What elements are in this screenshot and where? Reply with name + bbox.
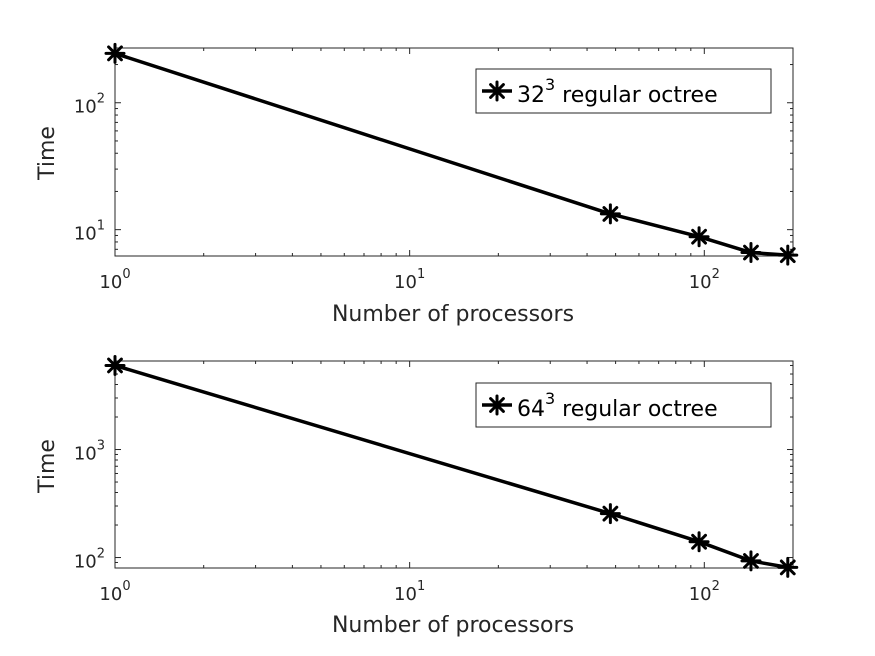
- top-data-point: [688, 226, 710, 248]
- bottom-legend: 643 regular octree: [475, 382, 772, 428]
- bottom-x-tick-label: 102: [689, 579, 720, 605]
- top-legend-sup: 3: [545, 75, 555, 94]
- bottom-major-ticks: [114, 361, 793, 568]
- bottom-y-tick-label: 102: [74, 547, 105, 573]
- bottom-x-tick-exp: 0: [122, 579, 130, 594]
- top-data-point-stroke: [602, 206, 619, 222]
- top-data-point: [599, 203, 621, 225]
- bottom-y-tick-exp: 3: [97, 439, 105, 454]
- top-y-tick-label: 102: [74, 92, 105, 118]
- top-minor-ticks: [115, 48, 793, 256]
- bottom-legend-label: 643 regular octree: [517, 389, 718, 422]
- bottom-x-tick-exp: 1: [417, 579, 425, 594]
- top-y-tick-exp: 1: [97, 219, 105, 234]
- top-series-layer: [104, 42, 799, 266]
- top-data-point: [740, 242, 762, 264]
- top-x-tick-base: 10: [689, 272, 712, 293]
- bottom-data-point-stroke: [107, 357, 123, 374]
- top-x-axis-label: Number of processors: [332, 302, 574, 327]
- bottom-x-tick-base: 10: [689, 584, 712, 605]
- bottom-legend-asterisk-stroke: [489, 397, 505, 413]
- top-x-tick-label: 102: [689, 267, 720, 293]
- top-data-point-stroke: [779, 247, 796, 264]
- bottom-data-point-stroke: [743, 553, 759, 569]
- bottom-y-tick-label: 103: [74, 439, 105, 465]
- bottom-x-axis-label: Number of processors: [332, 613, 574, 638]
- top-y-tick-base: 10: [74, 224, 97, 245]
- bottom-x-tick-base: 10: [99, 584, 122, 605]
- bottom-data-point: [777, 556, 799, 578]
- top-y-tick-label: 101: [74, 219, 105, 245]
- top-x-tick-base: 10: [394, 272, 417, 293]
- bottom-y-axis-label: Time: [35, 439, 60, 494]
- bottom-x-tick-labels: 100 101 102: [99, 579, 719, 605]
- bottom-x-tick-label: 100: [99, 579, 130, 605]
- top-data-point: [777, 244, 799, 266]
- bottom-y-tick-base: 10: [74, 552, 97, 573]
- bottom-legend-box: [475, 382, 772, 428]
- top-x-tick-label: 100: [99, 267, 130, 293]
- top-y-tick-base: 10: [74, 97, 97, 118]
- bottom-minor-ticks: [115, 361, 793, 568]
- bottom-legend-asterisk: [486, 394, 508, 416]
- bottom-data-point: [104, 354, 126, 376]
- bottom-x-tick-base: 10: [394, 584, 417, 605]
- bottom-data-point: [740, 550, 762, 572]
- top-legend-asterisk: [486, 80, 508, 102]
- bottom-data-point-stroke: [691, 533, 707, 550]
- bottom-x-tick-label: 101: [394, 579, 425, 605]
- top-data-point: [104, 42, 126, 64]
- bottom-series-layer: [104, 354, 799, 578]
- bottom-legend-sup: 3: [545, 389, 555, 408]
- bottom-legend-rest: regular octree: [555, 397, 717, 422]
- bottom-y-tick-base: 10: [74, 444, 97, 465]
- top-legend-box: [475, 68, 772, 114]
- top-data-point-stroke: [691, 228, 707, 245]
- bottom-x-tick-exp: 2: [712, 579, 720, 594]
- top-x-tick-label: 101: [394, 267, 425, 293]
- bottom-data-point-stroke: [602, 505, 619, 522]
- bottom-data-point-stroke: [779, 559, 796, 576]
- top-legend-asterisk-marker: [486, 80, 508, 102]
- top-legend-main: 32: [517, 83, 545, 108]
- top-legend-asterisk-stroke: [489, 83, 505, 99]
- top-legend: 323 regular octree: [475, 68, 772, 114]
- bottom-legend-asterisk-marker: [486, 394, 508, 416]
- top-x-tick-labels: 100 101 102: [99, 267, 719, 293]
- bottom-data-point: [688, 531, 710, 553]
- top-legend-rest: regular octree: [555, 83, 717, 108]
- top-x-tick-exp: 0: [122, 267, 130, 282]
- bottom-data-point: [599, 503, 621, 525]
- top-x-tick-exp: 2: [712, 267, 720, 282]
- bottom-y-tick-exp: 2: [97, 547, 105, 562]
- top-x-tick-base: 10: [99, 272, 122, 293]
- top-x-tick-exp: 1: [417, 267, 425, 282]
- bottom-legend-main: 64: [517, 397, 545, 422]
- top-y-axis-label: Time: [35, 126, 60, 181]
- top-data-point-stroke: [743, 244, 759, 261]
- top-y-tick-exp: 2: [97, 92, 105, 107]
- top-legend-label: 323 regular octree: [517, 75, 718, 108]
- top-data-point-stroke: [107, 45, 123, 62]
